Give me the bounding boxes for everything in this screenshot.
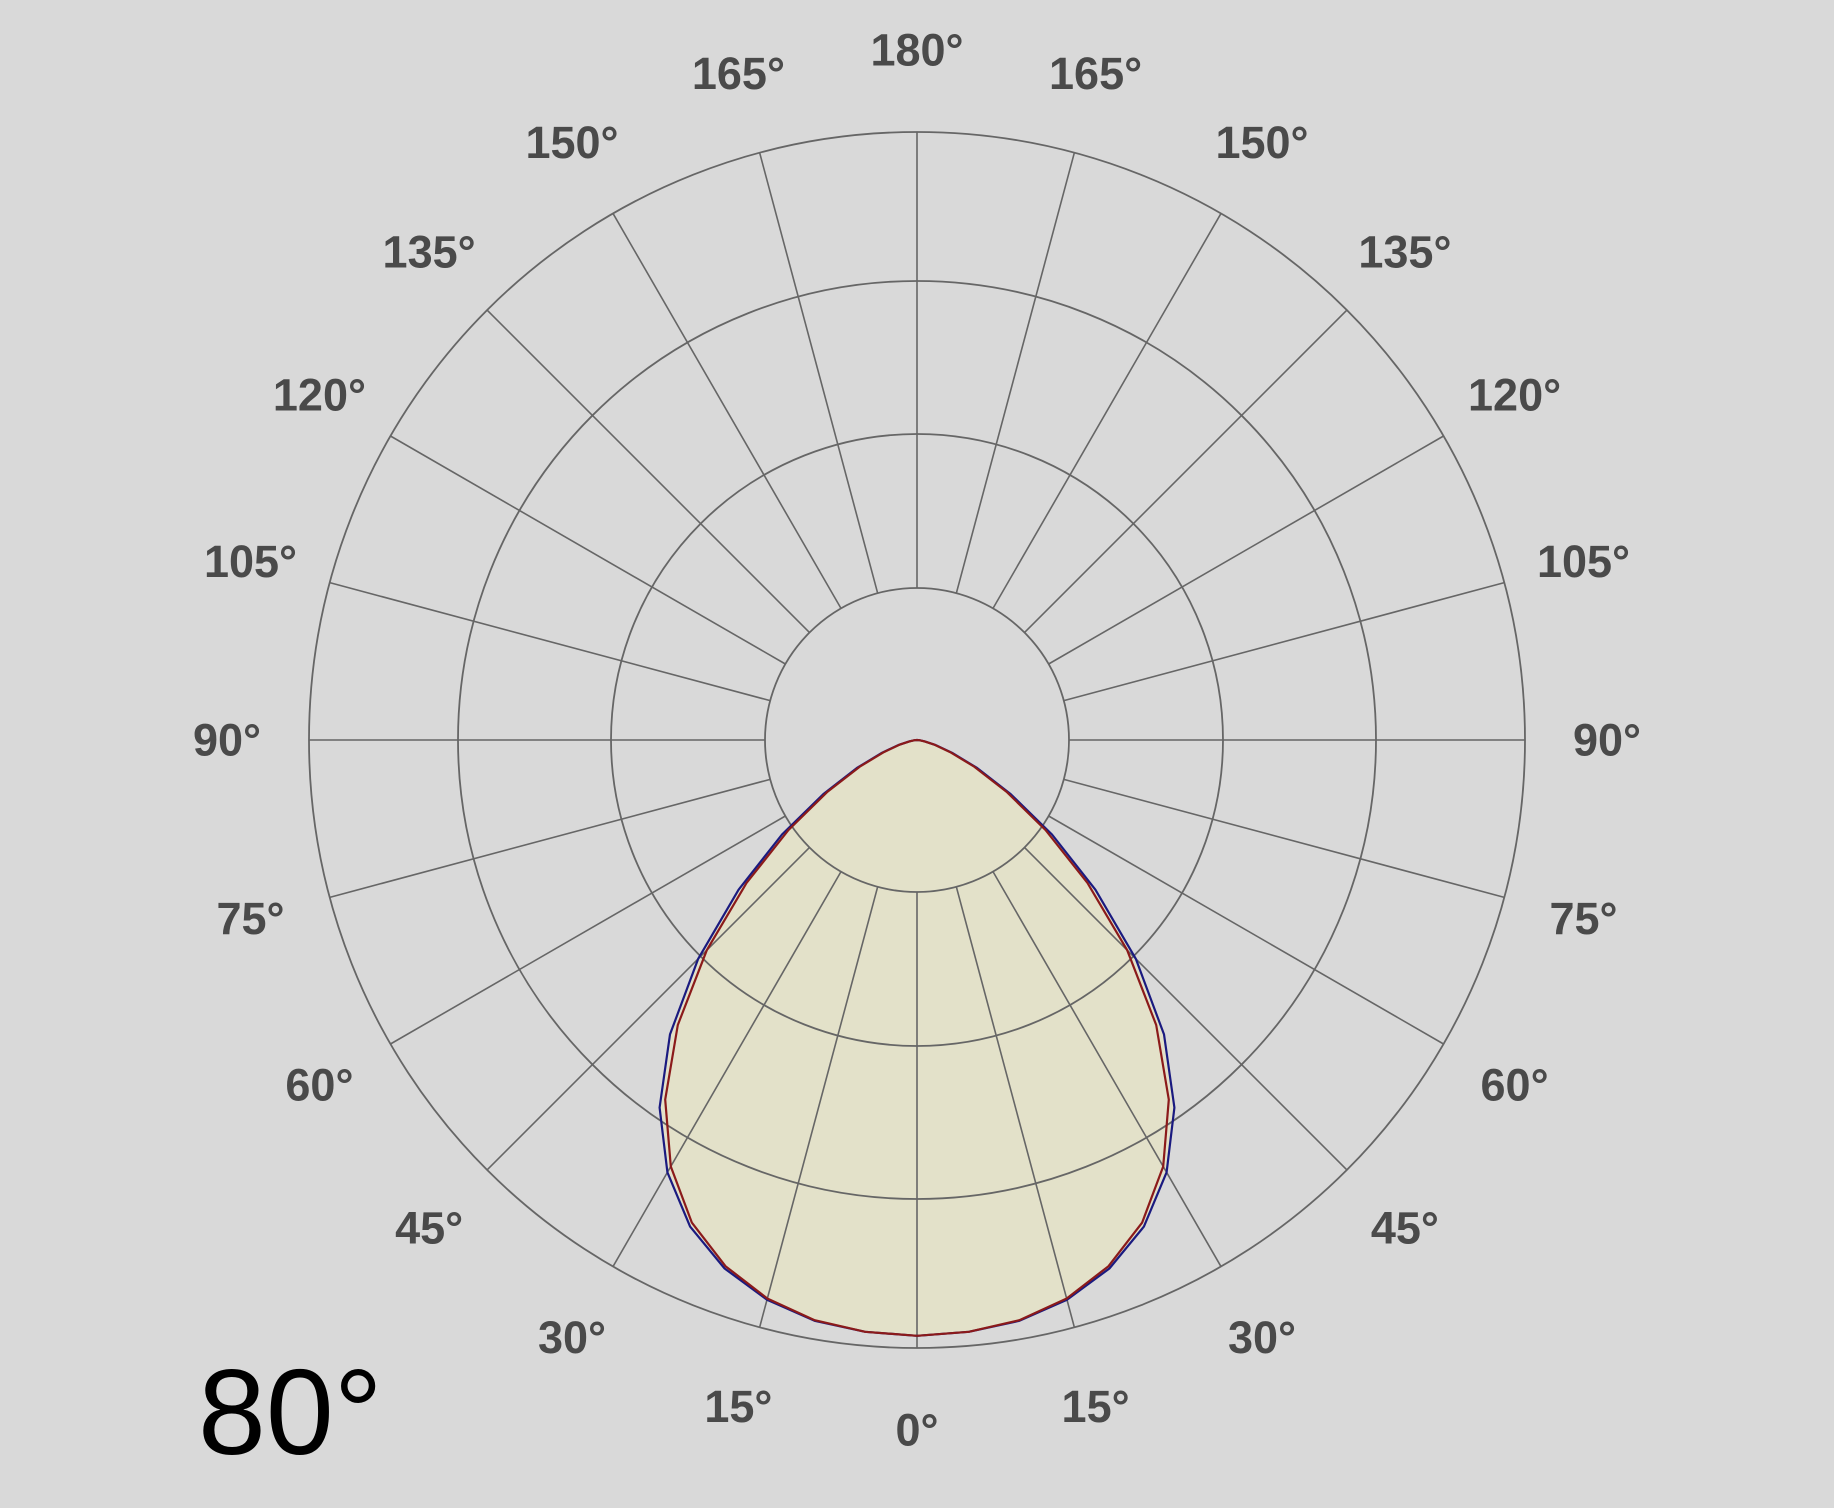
grid-spoke-150-left xyxy=(612,213,842,609)
polar-grid xyxy=(308,131,1526,1349)
grid-spoke-75-left xyxy=(329,778,771,899)
grid-spoke-15-left xyxy=(758,886,879,1328)
angle-label-right-135: 135° xyxy=(1358,227,1451,278)
angle-label-left-30: 30° xyxy=(538,1312,606,1363)
angle-label-right-90: 90° xyxy=(1573,715,1641,766)
grid-spoke-30-left xyxy=(612,871,842,1267)
grid-spoke-60-right xyxy=(1048,815,1444,1045)
intensity-curves xyxy=(658,738,1176,1337)
angle-label-left-165: 165° xyxy=(692,48,785,99)
series-curve-2 xyxy=(664,738,1170,1337)
beam-angle-label: 80° xyxy=(198,1344,383,1480)
grid-spoke-165-right xyxy=(955,152,1076,594)
grid-spoke-45-right xyxy=(1023,846,1348,1171)
grid-spoke-105-left xyxy=(329,581,771,702)
angle-label-left-90: 90° xyxy=(193,715,261,766)
grid-spoke-45-left xyxy=(486,846,811,1171)
grid-spoke-15-right xyxy=(955,886,1076,1328)
angle-label-right-150: 150° xyxy=(1215,117,1308,168)
grid-spoke-105-right xyxy=(1063,581,1505,702)
angle-label-right-45: 45° xyxy=(1371,1202,1439,1253)
angle-label-left-15: 15° xyxy=(704,1381,772,1432)
angle-label-left-75: 75° xyxy=(216,893,284,944)
grid-spoke-120-left xyxy=(390,435,786,665)
angle-label-left-180: 180° xyxy=(870,25,963,76)
angle-label-right-75: 75° xyxy=(1549,893,1617,944)
angle-label-left-60: 60° xyxy=(285,1060,353,1111)
angle-label-right-105: 105° xyxy=(1537,536,1630,587)
grid-spoke-135-left xyxy=(486,309,811,634)
grid-spoke-75-right xyxy=(1063,778,1505,899)
angle-label-left-0: 0° xyxy=(895,1405,938,1456)
angle-label-left-135: 135° xyxy=(383,227,476,278)
angle-label-left-120: 120° xyxy=(273,370,366,421)
angle-label-right-30: 30° xyxy=(1228,1312,1296,1363)
grid-spoke-120-right xyxy=(1048,435,1444,665)
grid-spoke-135-right xyxy=(1023,309,1348,634)
angle-label-left-45: 45° xyxy=(395,1202,463,1253)
angle-label-right-165: 165° xyxy=(1049,48,1142,99)
grid-spoke-30-right xyxy=(992,871,1222,1267)
grid-spoke-165-left xyxy=(758,152,879,594)
angle-label-right-120: 120° xyxy=(1468,370,1561,421)
angle-label-right-15: 15° xyxy=(1062,1381,1130,1432)
grid-spoke-60-left xyxy=(390,815,786,1045)
angle-labels: 0° 15° 30° 45° 60° 75° 90° 105° 120° 135° 150° 165°… xyxy=(193,25,1641,1456)
angle-label-left-105: 105° xyxy=(204,536,297,587)
angle-label-left-150: 150° xyxy=(525,117,618,168)
angle-label-right-60: 60° xyxy=(1481,1060,1549,1111)
grid-spoke-150-right xyxy=(992,213,1222,609)
